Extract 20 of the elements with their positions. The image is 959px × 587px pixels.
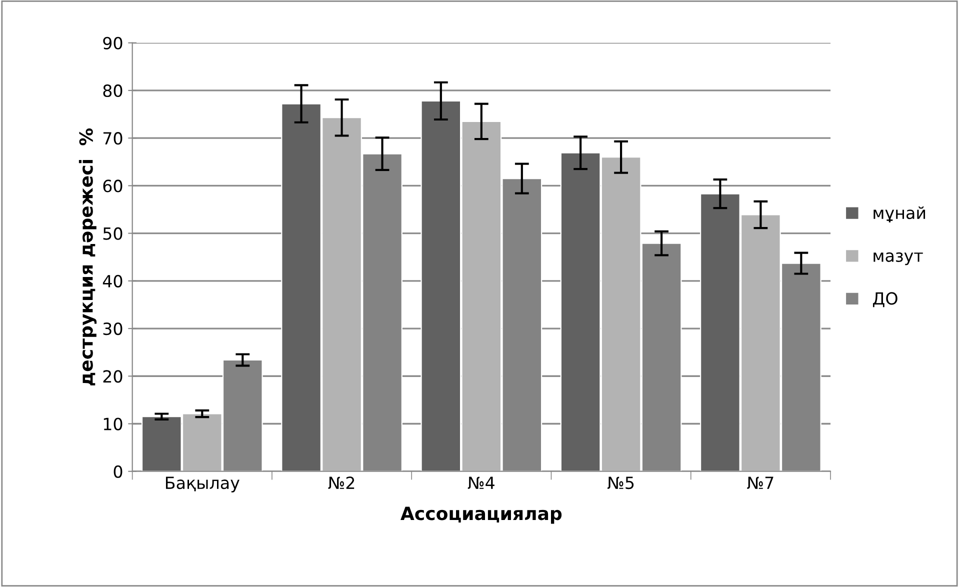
x-tick-label: Бақылау — [166, 476, 240, 492]
x-axis-title: Ассоциациялар — [400, 506, 562, 524]
y-tick-label: 0 — [114, 465, 122, 478]
x-tick-label: №4 — [468, 476, 494, 489]
y-tick-label: 50 — [103, 227, 122, 240]
y-tick-label: 70 — [103, 132, 122, 145]
y-tick-label: 80 — [103, 84, 122, 98]
x-tick-label: №5 — [608, 476, 634, 490]
y-tick-label: 30 — [103, 322, 122, 336]
y-tick-label: 40 — [102, 274, 122, 288]
y-tick-label: 20 — [103, 370, 122, 383]
legend-label: мұнай — [874, 206, 926, 222]
x-tick-label: №2 — [328, 476, 354, 489]
y-tick-label: 60 — [103, 180, 122, 192]
y-axis-title: деструкция дәрежесі % — [78, 128, 97, 386]
y-tick-label: 90 — [103, 36, 122, 50]
legend-label: мазут — [874, 252, 923, 266]
legend-label: ДО — [872, 292, 898, 308]
y-tick-label: 10 — [104, 418, 122, 430]
x-tick-label: №7 — [747, 476, 774, 489]
